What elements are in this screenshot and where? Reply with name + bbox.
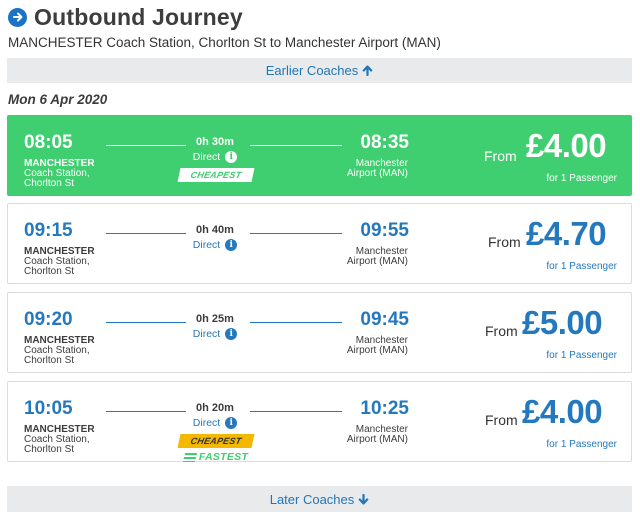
info-icon[interactable]: i [225,239,238,251]
route-line [250,145,342,146]
route-line [106,145,186,146]
price: £4.00 [526,127,607,164]
route-line [250,411,342,412]
speed-lines-icon [182,452,198,462]
journey-date: Mon 6 Apr 2020 [8,92,108,107]
arrow-down-icon [358,493,369,505]
passenger-count: for 1 Passenger [546,439,617,450]
destination-station: Manchester Airport (MAN) [346,246,408,267]
journey-type-label: Direct [192,151,221,163]
journey-card[interactable]: 09:15 0h 40m Direct i 09:55 MANCHESTER Coach S… [7,203,632,284]
arrow-up-icon [362,65,373,76]
origin-station: MANCHESTER Coach Station, Chorlton St [24,335,95,366]
journey-type[interactable]: Direct i [178,151,252,163]
journey-type[interactable]: Direct i [178,328,252,340]
arrival-time: 10:25 [360,398,409,419]
route-line [106,233,186,234]
route-line [106,411,186,412]
journey-duration: 0h 25m [196,313,234,325]
route-line [250,322,342,323]
journey-duration: 0h 30m [196,136,234,148]
journey-card[interactable]: 09:20 0h 25m Direct i 09:45 MANCHESTER Coach S… [7,292,632,373]
origin-station: MANCHESTER Coach Station, Chorlton St [24,424,95,455]
page-header: Outbound Journey [8,4,243,30]
destination-station: Manchester Airport (MAN) [346,158,408,179]
price-from-label: From [484,148,517,164]
price-from-label: From [485,323,518,339]
route-line [250,233,342,234]
destination-station: Manchester Airport (MAN) [346,424,408,445]
price-from-label: From [485,412,518,428]
departure-time: 08:05 [24,132,73,153]
price: £4.00 [522,393,603,430]
page-title: Outbound Journey [34,3,243,30]
earlier-coaches-button[interactable]: Earlier Coaches [7,58,632,83]
info-icon[interactable]: i [225,328,238,340]
info-icon[interactable]: i [225,151,238,163]
departure-time: 10:05 [24,398,73,419]
departure-time: 09:20 [24,309,73,330]
fastest-badge: FASTEST [179,450,253,464]
journey-type-label: Direct [192,239,221,251]
later-coaches-label: Later Coaches [269,491,355,507]
price: £5.00 [522,304,603,341]
journey-type[interactable]: Direct i [178,417,252,429]
passenger-count: for 1 Passenger [546,173,617,184]
arrow-right-circle-icon [8,7,27,27]
cheapest-badge: CHEAPEST [177,168,255,182]
arrival-time: 09:55 [360,220,409,241]
departure-time: 09:15 [24,220,73,241]
journey-duration: 0h 40m [196,224,234,236]
journey-card[interactable]: 10:05 0h 20m Direct i 10:25 MANCHESTER Coach S… [7,381,632,464]
route-description: MANCHESTER Coach Station, Chorlton St to… [8,35,441,50]
later-coaches-button[interactable]: Later Coaches [7,486,632,512]
info-icon[interactable]: i [225,417,238,429]
journey-type[interactable]: Direct i [178,239,252,251]
price-from-label: From [488,234,521,250]
arrival-time: 08:35 [360,132,409,153]
origin-station: MANCHESTER Coach Station, Chorlton St [24,158,95,189]
arrival-time: 09:45 [360,309,409,330]
passenger-count: for 1 Passenger [546,261,617,272]
price: £4.70 [526,215,607,252]
earlier-coaches-label: Earlier Coaches [265,63,359,78]
journey-type-label: Direct [192,417,221,429]
passenger-count: for 1 Passenger [546,350,617,361]
origin-station: MANCHESTER Coach Station, Chorlton St [24,246,95,277]
journey-card[interactable]: 08:05 0h 30m Direct i 08:35 MANCHESTER Coach S… [7,115,632,196]
journey-type-label: Direct [192,328,221,340]
route-line [106,322,186,323]
cheapest-badge: CHEAPEST [177,434,255,448]
destination-station: Manchester Airport (MAN) [346,335,408,356]
journey-duration: 0h 20m [196,402,234,414]
